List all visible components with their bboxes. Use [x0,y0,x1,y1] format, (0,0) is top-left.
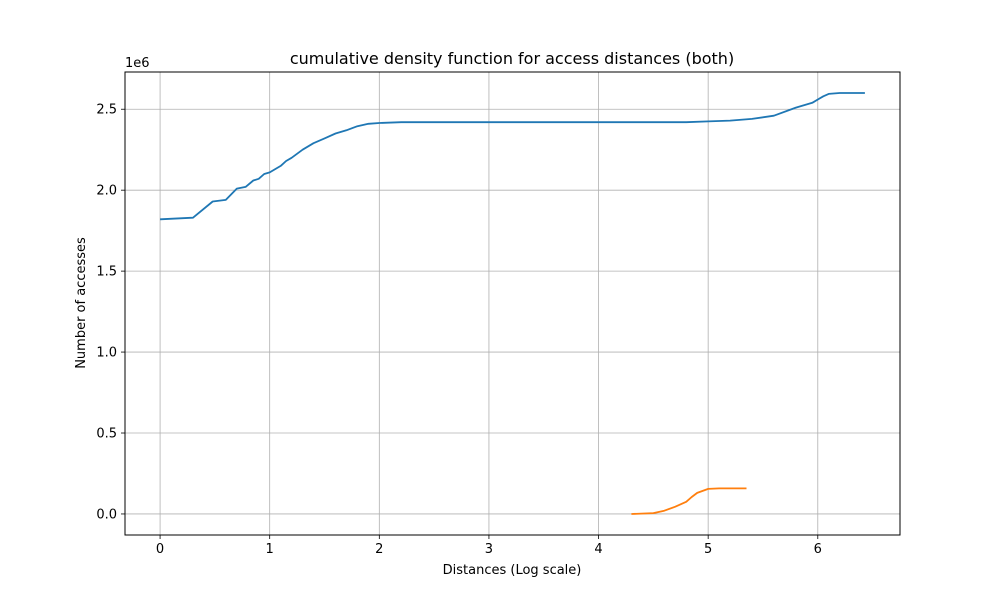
y-tick-label: 2.0 [96,184,117,199]
x-tick-label: 6 [814,542,822,557]
x-tick-label: 3 [485,542,493,557]
x-tick-label: 4 [594,542,602,557]
y-tick-label: 0.5 [96,427,117,442]
y-tick-label: 1.0 [96,346,117,361]
x-tick-label: 2 [375,542,383,557]
plot-area [125,72,900,535]
y-axis-ticks: 0.0 0.5 1.0 1.5 2.0 2.5 [96,103,125,522]
series-layer [160,92,865,515]
grid [125,72,900,535]
plot-frame [124,71,901,536]
y-axis-offset-label: 1e6 [125,56,150,71]
y-tick-label: 0.0 [96,507,117,522]
y-tick-label: 2.5 [96,103,117,118]
y-axis-label: Number of accesses [74,237,89,369]
x-axis-ticks: 0 1 2 3 4 5 6 [156,535,822,557]
x-tick-label: 1 [266,542,274,557]
series-line-1 [631,487,747,515]
x-tick-label: 5 [704,542,712,557]
y-tick-label: 1.5 [96,265,117,280]
x-tick-label: 0 [156,542,164,557]
chart-title: cumulative density function for access d… [290,49,734,68]
series-line-0 [160,92,865,221]
x-axis-label: Distances (Log scale) [443,563,582,578]
